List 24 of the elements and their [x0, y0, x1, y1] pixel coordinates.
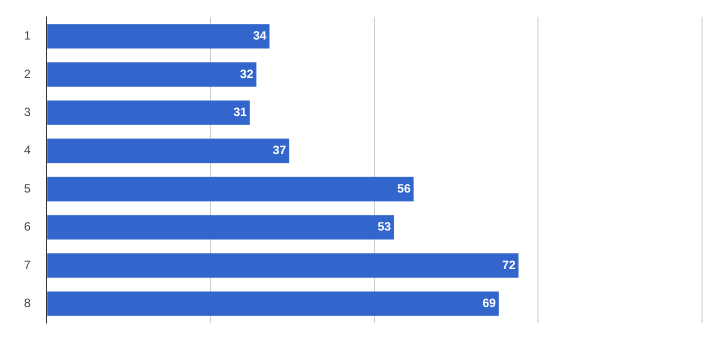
- data-label: 32: [240, 66, 254, 81]
- bar: [47, 215, 394, 240]
- bar: [47, 291, 499, 316]
- data-label: 72: [502, 258, 516, 272]
- data-label: 34: [253, 28, 267, 43]
- y-tick-label: 8: [24, 296, 31, 310]
- bar: [47, 253, 519, 278]
- y-tick-label: 2: [24, 66, 31, 81]
- y-tick-label: 3: [24, 105, 31, 120]
- bar: [47, 24, 270, 49]
- y-tick-label: 5: [24, 181, 31, 196]
- y-tick-label: 6: [24, 220, 31, 234]
- data-label: 31: [233, 105, 248, 120]
- bar: [47, 100, 250, 125]
- data-label: 53: [378, 220, 392, 234]
- data-label: 56: [397, 181, 411, 196]
- data-label: 37: [272, 143, 286, 158]
- y-tick-label: 4: [24, 143, 31, 158]
- bar: [47, 62, 256, 87]
- bar: [47, 176, 414, 202]
- bar: [47, 138, 290, 164]
- data-label: 69: [482, 296, 496, 310]
- y-tick-label: 1: [24, 28, 31, 43]
- y-tick-label: 7: [24, 258, 31, 272]
